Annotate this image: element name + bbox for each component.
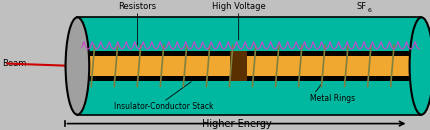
Bar [77,51,421,81]
Ellipse shape [65,17,89,115]
Ellipse shape [409,17,430,115]
Text: High Voltage: High Voltage [212,2,266,11]
Bar [77,51,421,56]
Text: Higher Energy: Higher Energy [202,119,271,129]
Text: Beam: Beam [2,59,27,68]
Bar [230,51,247,81]
Text: 6: 6 [368,8,372,13]
Bar [77,76,421,81]
FancyBboxPatch shape [77,17,421,115]
Text: SF: SF [357,2,367,11]
Text: Insulator-Conductor Stack: Insulator-Conductor Stack [114,102,213,111]
Text: Resistors: Resistors [119,2,157,11]
Text: Metal Rings: Metal Rings [310,94,355,103]
